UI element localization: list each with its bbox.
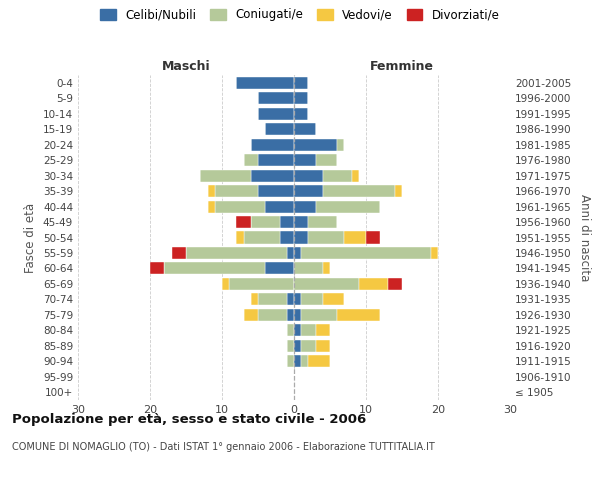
Bar: [200, 170, 251, 181]
Bar: [208, 185, 215, 197]
Bar: [244, 309, 258, 321]
Bar: [294, 76, 308, 89]
Bar: [287, 340, 294, 352]
Bar: [388, 278, 402, 290]
Bar: [308, 216, 337, 228]
Bar: [337, 309, 380, 321]
Bar: [294, 247, 301, 259]
Bar: [294, 232, 308, 243]
Bar: [316, 154, 337, 166]
Bar: [258, 309, 287, 321]
Text: Popolazione per età, sesso e stato civile - 2006: Popolazione per età, sesso e stato civil…: [12, 412, 366, 426]
Bar: [280, 232, 294, 243]
Bar: [150, 262, 164, 274]
Bar: [294, 216, 308, 228]
Bar: [301, 324, 316, 336]
Bar: [294, 309, 301, 321]
Bar: [294, 138, 337, 150]
Bar: [294, 262, 323, 274]
Bar: [172, 247, 186, 259]
Bar: [294, 278, 359, 290]
Text: Femmine: Femmine: [370, 60, 434, 72]
Bar: [323, 185, 395, 197]
Bar: [258, 185, 294, 197]
Y-axis label: Anni di nascita: Anni di nascita: [578, 194, 591, 281]
Bar: [316, 200, 380, 212]
Text: COMUNE DI NOMAGLIO (TO) - Dati ISTAT 1° gennaio 2006 - Elaborazione TUTTITALIA.I: COMUNE DI NOMAGLIO (TO) - Dati ISTAT 1° …: [12, 442, 435, 452]
Bar: [294, 200, 316, 212]
Bar: [323, 262, 330, 274]
Bar: [215, 185, 258, 197]
Bar: [251, 138, 294, 150]
Bar: [294, 340, 301, 352]
Bar: [258, 108, 294, 120]
Bar: [186, 247, 287, 259]
Bar: [395, 185, 402, 197]
Bar: [164, 262, 265, 274]
Bar: [244, 232, 280, 243]
Bar: [366, 232, 380, 243]
Bar: [337, 138, 344, 150]
Bar: [301, 340, 316, 352]
Bar: [265, 262, 294, 274]
Bar: [258, 154, 294, 166]
Bar: [294, 170, 323, 181]
Bar: [258, 92, 294, 104]
Bar: [301, 294, 323, 306]
Bar: [236, 232, 244, 243]
Bar: [265, 200, 294, 212]
Bar: [316, 340, 330, 352]
Bar: [251, 170, 294, 181]
Bar: [308, 356, 330, 368]
Bar: [236, 76, 294, 89]
Bar: [294, 294, 301, 306]
Bar: [294, 185, 323, 197]
Y-axis label: Fasce di età: Fasce di età: [25, 202, 37, 272]
Bar: [294, 123, 316, 135]
Legend: Celibi/Nubili, Coniugati/e, Vedovi/e, Divorziati/e: Celibi/Nubili, Coniugati/e, Vedovi/e, Di…: [98, 6, 502, 24]
Bar: [287, 324, 294, 336]
Bar: [244, 154, 258, 166]
Bar: [308, 232, 344, 243]
Bar: [301, 247, 431, 259]
Bar: [251, 294, 258, 306]
Bar: [287, 294, 294, 306]
Bar: [323, 170, 352, 181]
Bar: [294, 108, 308, 120]
Text: Maschi: Maschi: [161, 60, 211, 72]
Bar: [229, 278, 294, 290]
Bar: [265, 123, 294, 135]
Bar: [316, 324, 330, 336]
Bar: [287, 309, 294, 321]
Bar: [301, 356, 308, 368]
Bar: [323, 294, 344, 306]
Bar: [236, 216, 251, 228]
Bar: [352, 170, 359, 181]
Bar: [280, 216, 294, 228]
Bar: [215, 200, 265, 212]
Bar: [294, 92, 308, 104]
Bar: [344, 232, 366, 243]
Bar: [258, 294, 287, 306]
Bar: [431, 247, 438, 259]
Bar: [294, 154, 316, 166]
Bar: [287, 356, 294, 368]
Bar: [301, 309, 337, 321]
Bar: [294, 324, 301, 336]
Bar: [251, 216, 280, 228]
Bar: [222, 278, 229, 290]
Bar: [294, 356, 301, 368]
Bar: [287, 247, 294, 259]
Bar: [208, 200, 215, 212]
Bar: [359, 278, 388, 290]
